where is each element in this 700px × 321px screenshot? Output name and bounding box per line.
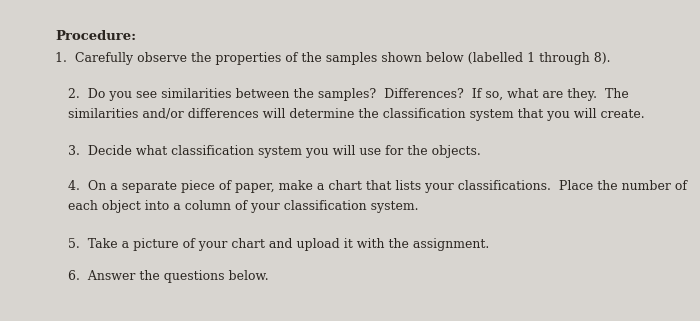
Text: Procedure:: Procedure: <box>55 30 136 43</box>
Text: 4.  On a separate piece of paper, make a chart that lists your classifications. : 4. On a separate piece of paper, make a … <box>68 180 687 193</box>
Text: 3.  Decide what classification system you will use for the objects.: 3. Decide what classification system you… <box>68 145 481 158</box>
Text: 1.  Carefully observe the properties of the samples shown below (labelled 1 thro: 1. Carefully observe the properties of t… <box>55 52 610 65</box>
Text: each object into a column of your classification system.: each object into a column of your classi… <box>68 200 419 213</box>
Text: 2.  Do you see similarities between the samples?  Differences?  If so, what are : 2. Do you see similarities between the s… <box>68 88 629 101</box>
Text: similarities and/or differences will determine the classification system that yo: similarities and/or differences will det… <box>68 108 645 121</box>
Text: 5.  Take a picture of your chart and upload it with the assignment.: 5. Take a picture of your chart and uplo… <box>68 238 489 251</box>
Text: 6.  Answer the questions below.: 6. Answer the questions below. <box>68 270 269 283</box>
